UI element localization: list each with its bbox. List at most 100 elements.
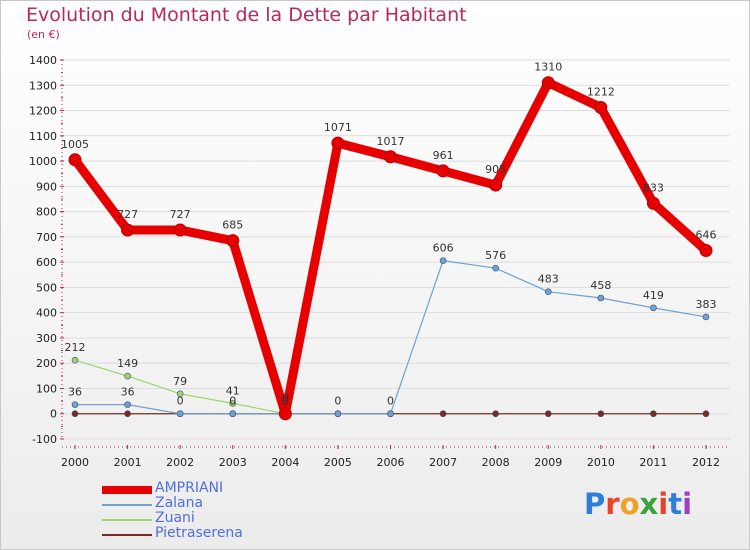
- x-tick-label: 2009: [534, 456, 562, 469]
- y-tick-label: 400: [36, 307, 57, 320]
- data-label-zuani: 79: [173, 375, 187, 388]
- data-point-zalana: [702, 313, 710, 321]
- data-label-ampriani: 1212: [587, 86, 615, 99]
- y-tick-label: 1300: [29, 79, 57, 92]
- x-tick-label: 2010: [587, 456, 615, 469]
- y-tick-label: 800: [36, 206, 57, 219]
- data-label-zalana: 458: [590, 279, 611, 292]
- data-point-pietraserena: [71, 410, 79, 418]
- data-label-zalana: 0: [177, 395, 184, 408]
- data-point-zuani: [71, 356, 79, 364]
- data-point-zalana: [439, 257, 447, 264]
- data-label-zalana: 383: [696, 298, 717, 311]
- legend-swatch-zalana: [102, 504, 152, 506]
- proxiti-logo: Proxiti: [584, 487, 692, 521]
- y-tick-label: 700: [36, 231, 57, 244]
- data-label-ampriani: 646: [696, 229, 717, 242]
- data-point-ampriani: [331, 136, 345, 150]
- data-point-ampriani: [384, 150, 397, 164]
- data-point-ampriani: [68, 153, 82, 167]
- legend-swatch-ampriani: [102, 486, 152, 494]
- data-point-pietraserena: [702, 410, 710, 418]
- y-tick-label: 200: [36, 357, 57, 370]
- legend-label-ampriani: AMPRIANI: [155, 480, 224, 496]
- y-tick-label: 0: [50, 408, 57, 421]
- data-label-zalana: 0: [387, 395, 394, 408]
- data-label-zalana: 606: [433, 242, 454, 255]
- data-point-zalana: [176, 410, 184, 418]
- data-label-ampriani: 1071: [324, 121, 352, 134]
- data-label-ampriani: 1005: [61, 138, 89, 151]
- x-tick-label: 2005: [324, 456, 352, 469]
- data-point-ampriani: [489, 178, 503, 192]
- data-point-pietraserena: [492, 410, 499, 418]
- data-label-zalana: 576: [485, 249, 506, 262]
- y-tick-label: 1400: [29, 54, 57, 67]
- y-tick-label: 100: [36, 382, 57, 395]
- data-point-pietraserena: [544, 410, 552, 418]
- data-label-zalana: 36: [68, 386, 82, 399]
- data-point-pietraserena: [124, 410, 131, 418]
- y-tick-label: 300: [36, 332, 57, 345]
- data-label-ampriani: 961: [433, 149, 454, 162]
- data-label-ampriani: 1310: [534, 61, 562, 74]
- legend-label-zuani: Zuani: [155, 510, 195, 526]
- logo-letter: t: [668, 487, 683, 521]
- chart-title: Evolution du Montant de la Dette par Hab…: [26, 4, 467, 26]
- logo-letter: x: [639, 487, 659, 521]
- data-point-zalana: [544, 288, 552, 295]
- data-label-ampriani: 1017: [377, 135, 405, 148]
- data-point-ampriani: [436, 164, 450, 178]
- x-tick-label: 2003: [219, 456, 247, 469]
- x-tick-label: 2012: [692, 456, 720, 469]
- data-point-zalana: [229, 410, 237, 418]
- data-label-ampriani: 833: [643, 181, 664, 194]
- data-point-zalana: [492, 264, 499, 272]
- data-point-pietraserena: [650, 410, 657, 418]
- data-label-ampriani: 0: [282, 392, 289, 405]
- y-tick-label: 1200: [29, 105, 57, 118]
- data-point-ampriani: [699, 244, 713, 258]
- x-tick-label: 2007: [429, 456, 457, 469]
- data-point-zuani: [176, 390, 184, 398]
- y-tick-label: 1100: [29, 130, 57, 143]
- series-line-ampriani: [71, 78, 710, 419]
- data-label-zalana: 0: [282, 395, 289, 408]
- data-point-ampriani: [226, 234, 240, 248]
- data-point-zuani: [124, 372, 131, 380]
- logo-letter: r: [605, 487, 620, 521]
- legend-label-pietraserena: Pietraserena: [155, 525, 243, 541]
- data-label-zalana: 0: [229, 395, 236, 408]
- data-point-zalana: [387, 410, 394, 418]
- data-point-zalana: [650, 304, 657, 312]
- y-tick-label: 900: [36, 180, 57, 193]
- logo-letter: o: [619, 487, 640, 521]
- data-point-zalana: [71, 401, 79, 408]
- logo-letter: i: [682, 487, 693, 521]
- data-point-zalana: [334, 410, 342, 418]
- data-point-pietraserena: [597, 410, 605, 418]
- y-tick-label: 500: [36, 281, 57, 294]
- data-point-ampriani: [121, 223, 135, 237]
- x-tick-label: 2001: [114, 456, 142, 469]
- data-point-pietraserena: [439, 410, 447, 418]
- data-label-zuani: 41: [226, 384, 240, 397]
- data-label-ampriani: 685: [222, 219, 243, 232]
- data-label-ampriani: 905: [485, 163, 506, 176]
- x-tick-label: 2004: [271, 456, 299, 469]
- data-point-zuani: [229, 400, 237, 407]
- data-point-ampriani: [541, 76, 555, 90]
- legend-swatch-zuani: [102, 519, 152, 521]
- data-point-ampriani: [646, 196, 660, 210]
- data-label-zalana: 36: [121, 386, 135, 399]
- y-tick-label: 1000: [29, 155, 57, 168]
- logo-letter: i: [658, 487, 669, 521]
- data-point-ampriani: [594, 101, 608, 115]
- y-tick-label: -100: [32, 433, 57, 446]
- x-tick-label: 2000: [61, 456, 89, 469]
- data-point-ampriani: [173, 223, 187, 237]
- legend-swatch-pietraserena: [102, 534, 152, 536]
- x-tick-label: 2008: [482, 456, 510, 469]
